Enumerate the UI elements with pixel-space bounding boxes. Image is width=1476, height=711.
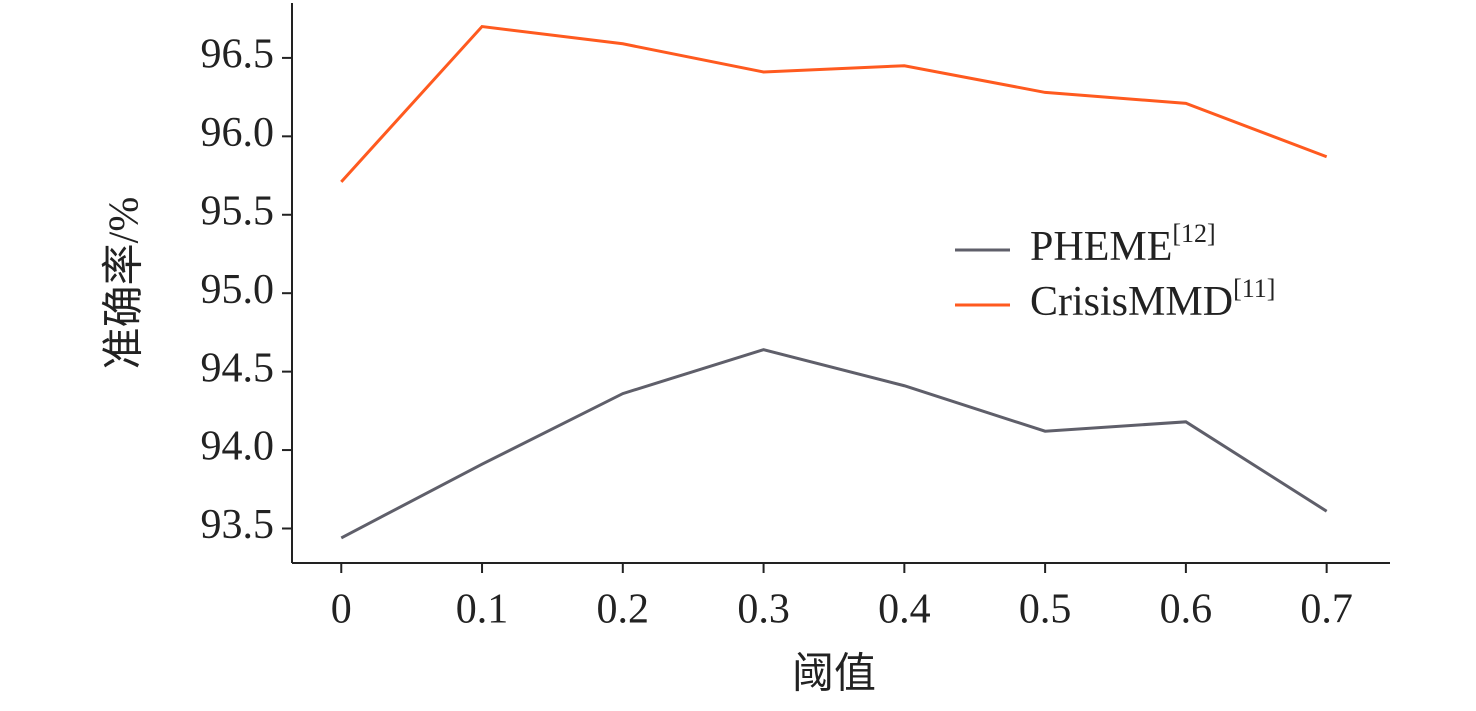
legend-citation: [12] (1172, 219, 1215, 248)
x-tick-label: 0.7 (1300, 587, 1353, 633)
x-tick-label: 0.3 (737, 587, 790, 633)
y-axis-label: 准确率/% (101, 197, 148, 370)
x-tick-label: 0.5 (1019, 587, 1072, 633)
legend-citation: [11] (1233, 274, 1275, 303)
x-tick-label: 0.4 (878, 587, 931, 633)
y-tick-label: 94.5 (201, 345, 275, 391)
y-tick-label: 95.0 (201, 267, 275, 313)
series-line (340, 24, 1328, 183)
legend-name: PHEME (1030, 224, 1172, 270)
x-tick-label: 0.6 (1160, 587, 1213, 633)
y-tick-label: 96.0 (201, 110, 275, 156)
legend-label: CrisisMMD[11] (1030, 274, 1275, 325)
y-tick-label: 96.5 (201, 32, 275, 78)
y-tick-label: 94.0 (201, 424, 275, 470)
y-tick-label: 93.5 (201, 502, 275, 548)
legend-name: CrisisMMD (1030, 279, 1233, 325)
x-tick-label: 0.2 (597, 587, 650, 633)
legend-label: PHEME[12] (1030, 219, 1216, 270)
y-tick-label: 95.5 (201, 188, 275, 234)
x-tick-label: 0.1 (456, 587, 509, 633)
series-line (340, 348, 1328, 540)
x-tick-label: 0 (331, 587, 352, 633)
x-axis-label: 阈值 (792, 652, 876, 698)
